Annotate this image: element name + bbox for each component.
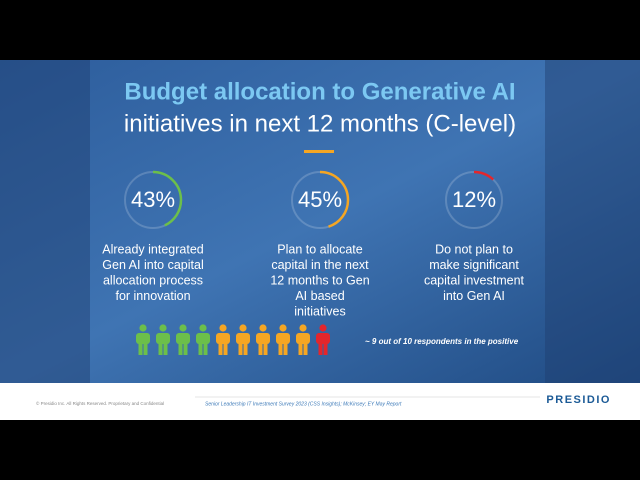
footer-bar xyxy=(0,383,640,420)
logo: PRESIDIO xyxy=(546,394,611,406)
person-head xyxy=(299,324,307,332)
stat-description: Do not plan to xyxy=(435,242,513,256)
ring-arc xyxy=(123,170,183,230)
person-head xyxy=(239,324,247,332)
person-body xyxy=(236,333,250,344)
person-leg xyxy=(203,342,208,355)
person-leg xyxy=(238,342,243,355)
person-icon xyxy=(156,324,170,355)
person-leg xyxy=(183,342,188,355)
person-icon xyxy=(316,324,330,355)
person-icon xyxy=(196,324,210,355)
person-leg xyxy=(258,342,263,355)
stat-description: Already integrated xyxy=(102,242,204,256)
person-leg xyxy=(223,342,228,355)
person-leg xyxy=(243,342,248,355)
person-leg xyxy=(278,342,283,355)
stat-description: 12 months to Gen xyxy=(270,273,369,287)
building xyxy=(0,60,90,383)
stat-description: capital in the next xyxy=(271,258,369,272)
ring-arc xyxy=(444,170,504,230)
source: Senior Leadership IT Investment Survey 2… xyxy=(205,401,402,407)
stat-description: allocation process xyxy=(103,273,203,287)
person-leg xyxy=(323,342,328,355)
person-head xyxy=(219,324,227,332)
person-leg xyxy=(198,342,203,355)
person-head xyxy=(199,324,207,332)
person-leg xyxy=(298,342,303,355)
stat-description: capital investment xyxy=(424,273,525,287)
person-body xyxy=(196,333,210,344)
person-body xyxy=(216,333,230,344)
person-leg xyxy=(218,342,223,355)
person-icon xyxy=(176,324,190,355)
stat-description: make significant xyxy=(429,258,519,272)
building xyxy=(545,60,640,383)
person-leg xyxy=(263,342,268,355)
stat-description: AI based xyxy=(295,289,344,303)
person-body xyxy=(316,333,330,344)
person-head xyxy=(319,324,327,332)
person-head xyxy=(179,324,187,332)
stat-description: Gen AI into capital xyxy=(102,258,203,272)
title: initiatives in next 12 months (C-level) xyxy=(124,110,516,137)
stat-description: into Gen AI xyxy=(443,289,505,303)
person-icon xyxy=(296,324,310,355)
person-leg xyxy=(163,342,168,355)
person-body xyxy=(156,333,170,344)
person-icon xyxy=(236,324,250,355)
stat-description: for innovation xyxy=(115,289,190,303)
person-leg xyxy=(143,342,148,355)
note: ~ 9 out of 10 respondents in the positiv… xyxy=(365,337,519,346)
person-leg xyxy=(178,342,183,355)
person-leg xyxy=(318,342,323,355)
person-body xyxy=(176,333,190,344)
person-leg xyxy=(283,342,288,355)
person-icon xyxy=(136,324,150,355)
accent-dash xyxy=(304,150,334,153)
person-head xyxy=(159,324,167,332)
person-leg xyxy=(303,342,308,355)
person-icon xyxy=(256,324,270,355)
person-body xyxy=(276,333,290,344)
person-head xyxy=(279,324,287,332)
person-icon xyxy=(276,324,290,355)
person-body xyxy=(136,333,150,344)
copyright: © Presidio Inc. All Rights Reserved. Pro… xyxy=(36,400,164,406)
stat-description: Plan to allocate xyxy=(277,242,363,256)
stat-value: 43% xyxy=(131,187,175,212)
ring-arc xyxy=(290,170,350,230)
stat-value: 12% xyxy=(452,187,496,212)
person-head xyxy=(259,324,267,332)
person-leg xyxy=(138,342,143,355)
person-body xyxy=(256,333,270,344)
stat-value: 45% xyxy=(298,187,342,212)
person-body xyxy=(296,333,310,344)
title: Budget allocation to Generative AI xyxy=(124,78,515,105)
person-leg xyxy=(158,342,163,355)
stat-description: initiatives xyxy=(294,304,345,318)
person-icon xyxy=(216,324,230,355)
person-head xyxy=(139,324,147,332)
